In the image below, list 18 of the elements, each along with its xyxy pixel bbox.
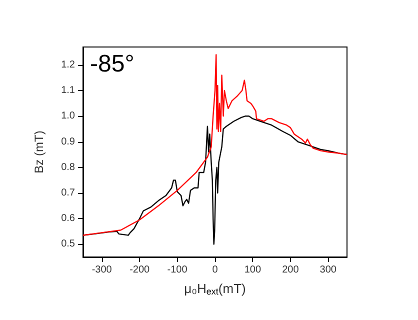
annotation: -85° <box>90 50 134 78</box>
x-tick-label: 0 <box>212 264 218 276</box>
x-tick-label: 300 <box>320 264 337 276</box>
y-axis-title: Bz (mT) <box>32 130 46 174</box>
y-tick-label: 0.6 <box>61 213 76 224</box>
y-tick-label: 1.2 <box>61 59 76 70</box>
y-tick-label: 0.5 <box>61 238 76 250</box>
line-series <box>82 54 348 236</box>
y-tick-label: 0.9 <box>61 136 76 148</box>
x-tick-label: 100 <box>244 264 262 276</box>
y-tick-label: 1.0 <box>61 110 76 122</box>
x-tick-label: 200 <box>282 264 300 276</box>
y-tick-label: 1.1 <box>61 85 76 96</box>
x-tick-label: -200 <box>130 264 150 276</box>
x-tick-label: -100 <box>167 264 188 276</box>
y-tick-label: 0.7 <box>61 187 76 198</box>
y-tick-label: 0.8 <box>61 162 76 173</box>
x-tick-label: -300 <box>92 264 112 276</box>
